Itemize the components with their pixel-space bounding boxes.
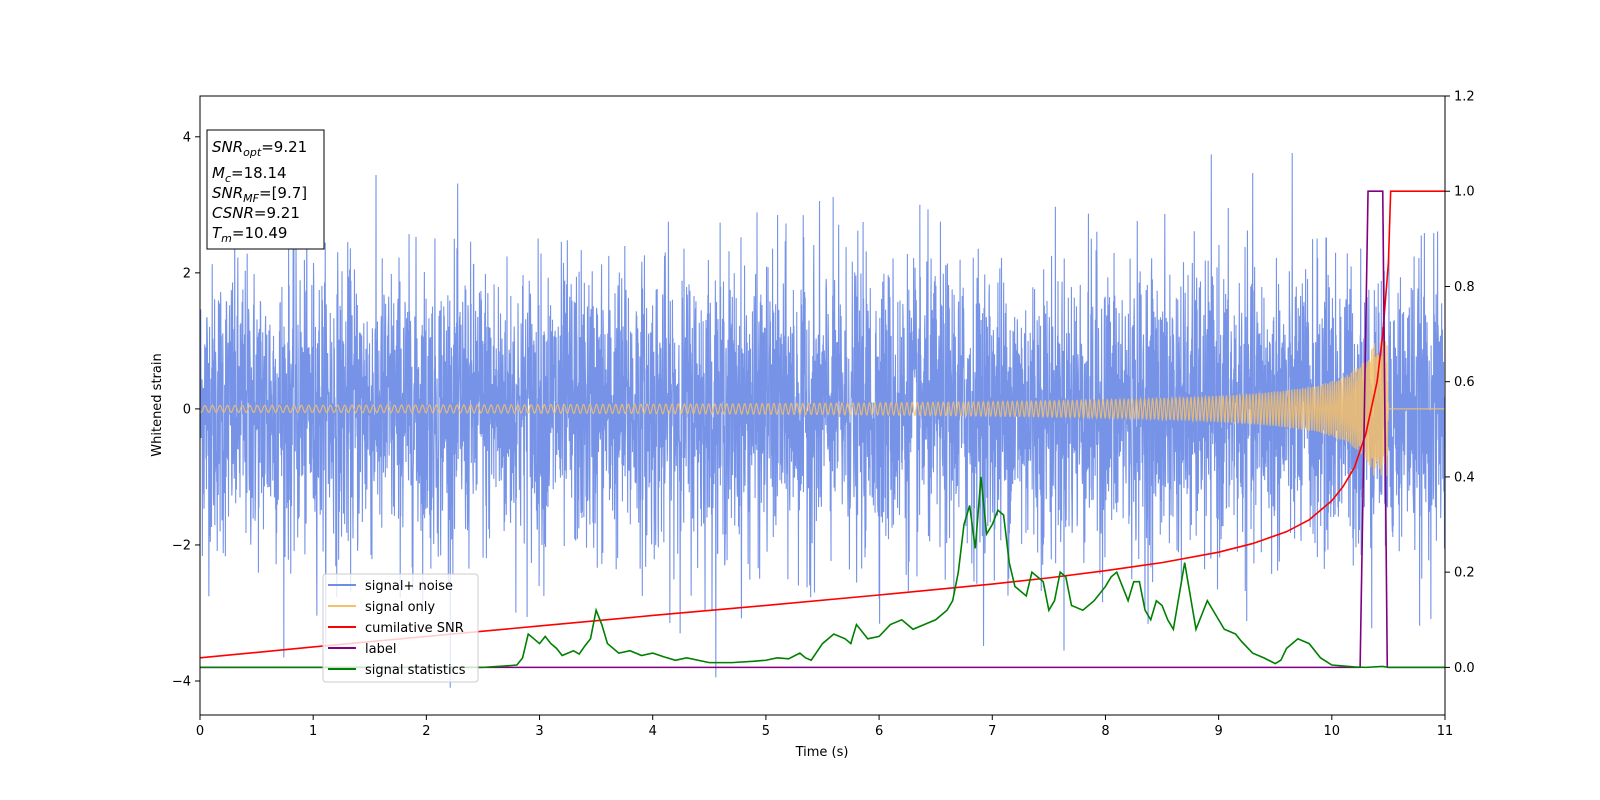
y2-tick-label: 1.0 bbox=[1454, 185, 1475, 200]
y2-tick-label: 0.2 bbox=[1454, 566, 1475, 581]
x-tick-label: 1 bbox=[309, 724, 317, 739]
y-tick-label: 4 bbox=[183, 130, 191, 145]
y2-tick-label: 1.2 bbox=[1454, 90, 1475, 105]
series-cumulative-snr-line bbox=[200, 190, 1445, 659]
x-tick-label: 11 bbox=[1437, 724, 1454, 739]
x-tick-label: 0 bbox=[196, 724, 204, 739]
annotation-mc: Mc=18.14 bbox=[212, 164, 287, 185]
x-tick-label: 10 bbox=[1324, 724, 1341, 739]
plot-frame bbox=[199, 95, 1446, 716]
y-axis-label: Whitened strain bbox=[150, 353, 165, 456]
annotation-box: SNRopt=9.21 Mc=18.14 SNRMF=[9.7] CSNR=9.… bbox=[206, 129, 325, 250]
legend-label-cumulative-snr: cumilative SNR bbox=[365, 621, 464, 636]
x-tick-label: 9 bbox=[1214, 724, 1222, 739]
y2-tick-label: 0.0 bbox=[1454, 661, 1475, 676]
y2-tick-label: 0.4 bbox=[1454, 470, 1475, 485]
legend-label-label: label bbox=[365, 642, 396, 657]
x-tick-label: 3 bbox=[535, 724, 543, 739]
legend: signal+ noise signal only cumilative SNR… bbox=[322, 573, 479, 683]
y-tick-label: −4 bbox=[172, 674, 191, 689]
annotation-snr-mf: SNRMF=[9.7] bbox=[212, 184, 307, 205]
y-tick-label: 2 bbox=[183, 266, 191, 281]
legend-label-signal-noise: signal+ noise bbox=[365, 579, 453, 594]
legend-label-signal-only: signal only bbox=[365, 600, 435, 615]
series-signal-noise-line bbox=[200, 152, 1445, 688]
x-tick-label: 8 bbox=[1101, 724, 1109, 739]
y-tick-label: −2 bbox=[172, 538, 191, 553]
series-signal-only-line bbox=[200, 340, 1445, 476]
annotation-csnr: CSNR=9.21 bbox=[212, 204, 300, 222]
x-tick-label: 7 bbox=[988, 724, 996, 739]
legend-label-signal-statistics: signal statistics bbox=[365, 663, 466, 678]
annotation-snr-opt: SNRopt=9.21 bbox=[212, 138, 307, 159]
y2-tick-label: 0.8 bbox=[1454, 280, 1475, 295]
x-axis-label: Time (s) bbox=[795, 745, 849, 760]
y2-tick-label: 0.6 bbox=[1454, 375, 1475, 390]
y-tick-label: 0 bbox=[183, 402, 191, 417]
series-layer bbox=[200, 152, 1445, 688]
x-tick-label: 5 bbox=[762, 724, 770, 739]
series-signal-statistics-line bbox=[200, 476, 1445, 669]
x-tick-label: 4 bbox=[649, 724, 657, 739]
x-tick-label: 6 bbox=[875, 724, 883, 739]
annotation-tm: Tm=10.49 bbox=[212, 224, 287, 245]
ticks-layer: 0 1 2 3 4 5 6 7 8 9 10 11 −4 −2 0 2 4 0.0 0.2 0.4 0.6 0.8 1.0 1… bbox=[172, 90, 1475, 740]
x-tick-label: 2 bbox=[422, 724, 430, 739]
